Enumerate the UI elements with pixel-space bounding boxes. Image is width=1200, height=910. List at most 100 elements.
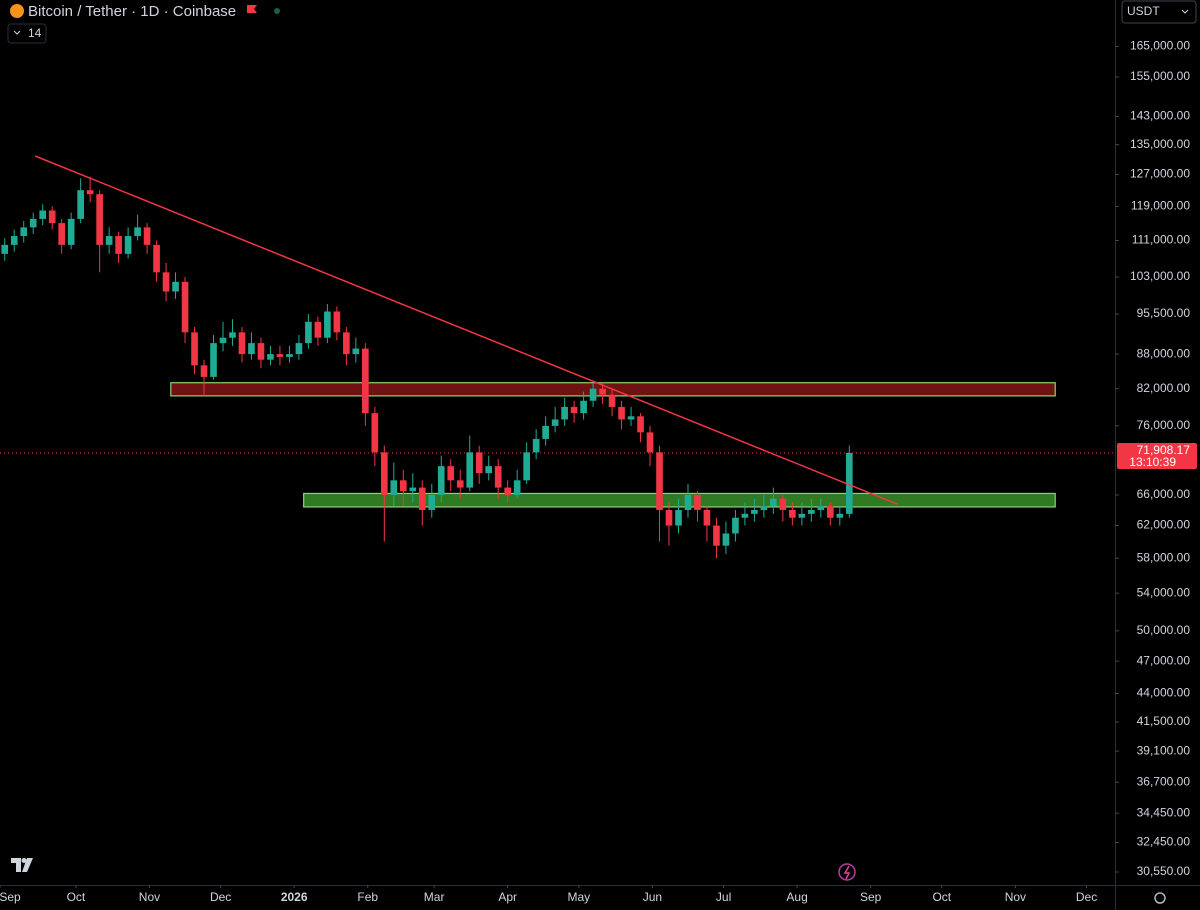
- x-tick-label: 2026: [281, 890, 308, 904]
- y-tick-label: 95,500.00: [1137, 306, 1191, 320]
- flag-icon: [247, 5, 257, 13]
- candle-body: [58, 223, 66, 245]
- candle-body: [409, 487, 417, 492]
- candle-body: [162, 272, 170, 292]
- candle-body: [789, 509, 796, 518]
- y-tick-label: 155,000.00: [1130, 69, 1190, 83]
- candle-body: [143, 227, 151, 245]
- candle-body: [798, 513, 806, 518]
- candle-body: [418, 487, 426, 510]
- candle-body: [760, 506, 768, 510]
- candle-body: [380, 452, 388, 495]
- candle-body: [656, 452, 663, 510]
- candle-body: [77, 190, 84, 219]
- x-tick-label: Nov: [139, 890, 160, 904]
- candle-body: [428, 494, 436, 510]
- candle-body: [732, 517, 739, 534]
- logo-dot: [21, 858, 27, 863]
- candle-body: [314, 321, 322, 338]
- candle-body: [722, 533, 730, 546]
- y-tick-label: 127,000.00: [1130, 167, 1190, 181]
- candle-body: [238, 332, 246, 355]
- candle-body: [67, 218, 75, 245]
- chevron: [1181, 9, 1189, 14]
- logo-shape: [11, 858, 33, 872]
- candle-body: [333, 311, 341, 333]
- candle-body: [485, 466, 493, 474]
- candle-body: [1, 244, 9, 254]
- candle-body: [456, 480, 464, 488]
- candle-body: [276, 354, 284, 357]
- candle-body: [96, 194, 103, 245]
- y-tick-label: 76,000.00: [1137, 418, 1191, 432]
- plot-area: [0, 155, 1115, 559]
- candle-body: [684, 494, 692, 510]
- candle-body: [580, 400, 587, 414]
- last-price-box: [1117, 442, 1197, 469]
- y-tick-label: 47,000.00: [1137, 653, 1191, 667]
- candle-body: [599, 388, 606, 395]
- x-tick-label: Mar: [424, 890, 445, 904]
- candle-body: [646, 432, 654, 453]
- x-tick-label: Aug: [786, 890, 807, 904]
- currency-select[interactable]: [1121, 0, 1197, 24]
- x-tick-label: May: [568, 890, 591, 904]
- chevron: [13, 30, 21, 35]
- candle-body: [627, 416, 635, 420]
- candle-body: [324, 311, 331, 338]
- candle-body: [437, 466, 445, 495]
- candle-body: [817, 506, 825, 510]
- y-tick-label: 41,500.00: [1137, 714, 1191, 728]
- candle-body: [295, 343, 303, 355]
- currency-label: USDT: [1127, 4, 1160, 18]
- y-tick-label: 44,000.00: [1137, 686, 1191, 700]
- y-tick-label: 82,000.00: [1137, 381, 1191, 395]
- candle-body: [29, 218, 37, 228]
- y-tick-label: 111,000.00: [1132, 233, 1191, 247]
- x-tick-label: Oct: [67, 890, 86, 904]
- candle-body: [447, 466, 455, 481]
- candle-body: [637, 416, 644, 433]
- y-tick-label: 30,550.00: [1137, 864, 1191, 878]
- candle-body: [390, 480, 398, 495]
- candle-body: [86, 190, 94, 195]
- y-tick-label: 39,100.00: [1137, 743, 1191, 757]
- candle-body: [371, 413, 379, 453]
- candle-body: [352, 348, 360, 355]
- y-tick-label: 119,000.00: [1131, 199, 1190, 213]
- x-tick-label: Sep: [860, 890, 882, 904]
- candle-body: [770, 498, 777, 507]
- y-tick-label: 135,000.00: [1130, 137, 1190, 151]
- trendline: [34, 155, 898, 505]
- alert-icon[interactable]: [838, 863, 856, 881]
- settings-icon[interactable]: [1154, 892, 1166, 904]
- candle-body: [181, 281, 189, 333]
- indicator-toggle[interactable]: [7, 23, 47, 44]
- y-tick-label: 50,000.00: [1137, 623, 1191, 637]
- tv-logo: [11, 858, 33, 872]
- candle-body: [826, 506, 834, 518]
- indicator-count: 14: [28, 26, 42, 40]
- countdown-label: 13:10:39: [1129, 455, 1176, 469]
- candle-body: [20, 227, 28, 237]
- candle-body: [466, 452, 474, 488]
- symbol-icon: [10, 4, 24, 18]
- candle-body: [248, 343, 255, 355]
- x-tick-label: Apr: [498, 890, 517, 904]
- candle-body: [286, 354, 293, 357]
- candle-body: [779, 498, 787, 510]
- candle-body: [267, 354, 274, 360]
- y-tick-label: 143,000.00: [1130, 109, 1190, 123]
- candle-body: [504, 487, 512, 495]
- candle-body: [229, 332, 236, 338]
- x-tick-label: Dec: [1076, 890, 1097, 904]
- candle-body: [305, 321, 312, 344]
- candle-body: [494, 466, 502, 488]
- candle-body: [551, 419, 559, 426]
- candle-body: [808, 509, 815, 514]
- candle-body: [362, 348, 369, 414]
- candle-body: [124, 236, 132, 254]
- candle-body: [200, 365, 208, 377]
- candle-body: [219, 337, 227, 344]
